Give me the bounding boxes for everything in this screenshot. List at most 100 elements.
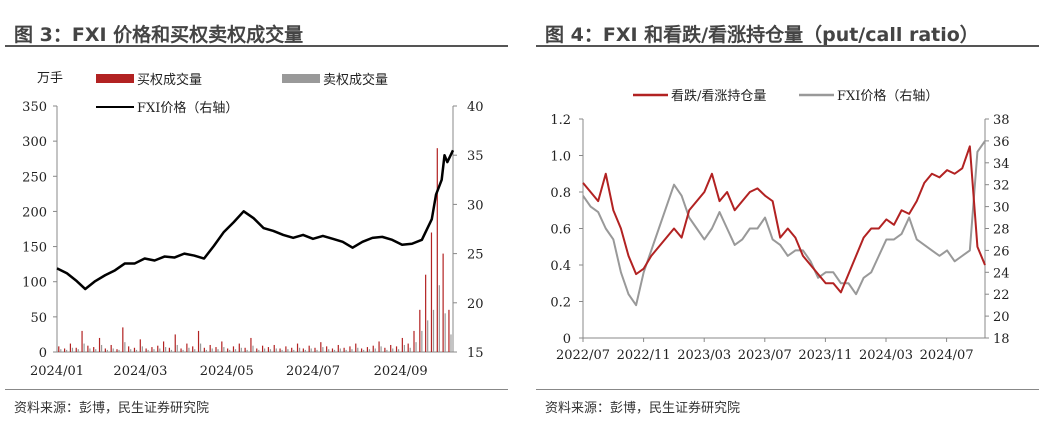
y-tick-label: 150 (22, 241, 47, 256)
y2-tick-label: 26 (993, 244, 1010, 259)
y-tick-label: 0 (563, 332, 571, 347)
y-tick-label: 200 (22, 205, 47, 220)
y2-tick-label: 20 (993, 310, 1010, 325)
put-volume-bar (240, 347, 242, 352)
put-volume-bar (409, 347, 411, 352)
y2-tick-label: 32 (993, 179, 1010, 194)
put-volume-bar (130, 349, 132, 352)
put-volume-bar (293, 349, 295, 352)
put-volume-bar (135, 349, 138, 352)
put-volume-bar (403, 344, 405, 352)
call-volume-bar (133, 347, 136, 352)
put-volume-bar (415, 342, 417, 352)
y-tick-label: 1.0 (550, 150, 571, 165)
put-volume-bar (246, 349, 248, 352)
put-volume-bar (380, 346, 382, 352)
put-volume-bar (328, 349, 330, 352)
put-volume-bar (229, 349, 231, 352)
call-volume-bar (296, 343, 299, 352)
put-volume-bar (357, 347, 359, 352)
call-volume-bar (110, 344, 112, 352)
fig4-title-rule (536, 45, 1039, 47)
put-volume-bar (374, 348, 376, 352)
y2-tick-label: 28 (993, 223, 1010, 238)
call-volume-bar (355, 343, 357, 352)
call-volume-bar (436, 148, 438, 352)
call-volume-bar (116, 349, 118, 352)
call-volume-bar (104, 348, 106, 352)
put-volume-bar (450, 334, 452, 352)
y2-tick-label: 38 (993, 113, 1010, 128)
call-volume-bar (320, 342, 322, 352)
call-volume-bar (261, 345, 264, 352)
put-volume-bar (351, 349, 353, 352)
put-volume-bar (83, 343, 85, 352)
put-volume-bar (188, 347, 190, 352)
put-volume-bar (269, 349, 272, 352)
call-volume-bar (75, 347, 77, 352)
legend-swatch-call (96, 74, 134, 83)
legend-swatch-put (282, 74, 320, 83)
y-axis-unit: 万手 (37, 71, 63, 86)
call-volume-bar (413, 330, 415, 352)
fig3-title-rule (5, 45, 508, 47)
fig3-title: 图 3：FXI 价格和买权卖权成交量 (14, 24, 304, 46)
y-tick-label: 350 (22, 100, 47, 115)
call-volume-bar (291, 347, 293, 352)
call-volume-bar (285, 346, 287, 352)
call-volume-bar (244, 347, 246, 352)
y2-tick-label: 18 (993, 332, 1010, 347)
put-volume-bar (153, 349, 155, 352)
put-volume-bar (298, 347, 301, 352)
call-volume-bar (395, 346, 398, 352)
call-volume-bar (430, 232, 433, 352)
x-tick-label: 2024/07 (286, 364, 340, 379)
y2-tick-label: 20 (467, 297, 484, 312)
y2-tick-label: 34 (993, 157, 1010, 172)
put-volume-bar (234, 349, 237, 352)
x-tick-label: 2024/07 (920, 348, 974, 363)
put-volume-bar (205, 349, 207, 352)
legend-label-put: 卖权成交量 (323, 72, 388, 88)
fig4-source: 资料来源：彭博，民生证券研究院 (545, 401, 741, 416)
put-volume-bar (147, 349, 149, 352)
call-volume-bar (58, 346, 60, 352)
call-volume-bar (209, 344, 211, 352)
x-tick-label: 2024/03 (859, 348, 913, 363)
put-volume-bar (386, 349, 388, 352)
x-tick-label: 2023/07 (738, 348, 792, 363)
call-volume-bar (98, 337, 101, 352)
put-volume-bar (199, 343, 202, 352)
put-volume-bar (281, 349, 283, 352)
y-tick-label: 300 (22, 135, 47, 150)
y2-tick-label: 40 (467, 100, 484, 115)
call-volume-bar (180, 348, 182, 352)
y2-tick-label: 22 (993, 288, 1010, 303)
call-volume-bar (360, 348, 363, 352)
put-volume-bar (363, 349, 365, 352)
x-tick-label: 2023/11 (798, 348, 852, 363)
put-volume-bar (194, 349, 196, 352)
call-volume-bar (192, 346, 194, 352)
y2-tick-label: 30 (993, 201, 1010, 216)
legend-label-price: FXI价格（右轴） (837, 88, 938, 104)
y-tick-label: 0.6 (550, 223, 571, 238)
call-volume-bar (343, 347, 345, 352)
call-volume-bar (122, 327, 124, 352)
call-volume-bar (81, 330, 83, 352)
put-volume-bar (264, 348, 266, 352)
put-volume-bar (165, 347, 167, 352)
call-volume-bar (302, 348, 304, 352)
put-volume-bar (432, 309, 435, 352)
x-tick-label: 2024/01 (30, 364, 84, 379)
x-tick-label: 2024/03 (113, 364, 167, 379)
fig3-source: 资料来源：彭博，民生证券研究院 (14, 401, 210, 416)
x-tick-label: 2024/05 (200, 364, 254, 379)
put-call-ratio-line (582, 145, 986, 294)
x-tick-label: 2023/03 (677, 348, 731, 363)
put-volume-bar (368, 349, 371, 352)
call-volume-bar (93, 347, 95, 352)
call-volume-bar (69, 343, 72, 352)
fig3-bottom-rule (5, 389, 508, 390)
